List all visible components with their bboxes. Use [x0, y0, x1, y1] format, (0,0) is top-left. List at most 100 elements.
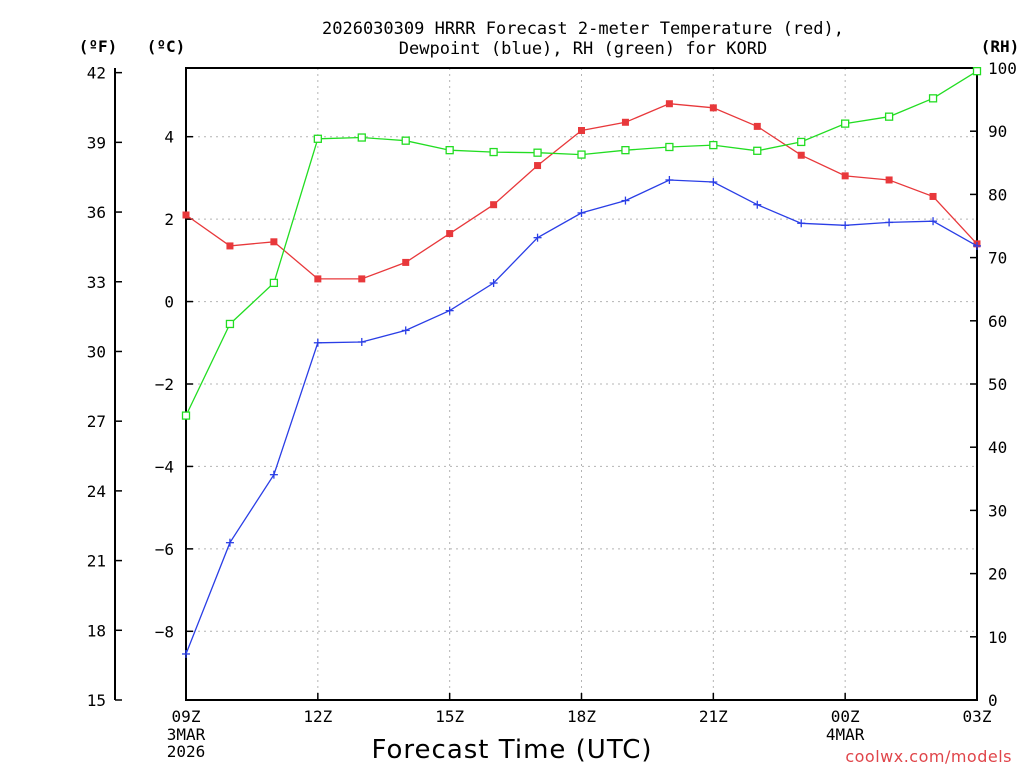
temperature-data-point: [797, 151, 805, 159]
dewpoint-data-point: [489, 279, 498, 288]
rh-data-point: [709, 140, 718, 150]
rh-data-point: [577, 150, 586, 159]
dewpoint-data-point: [357, 337, 366, 346]
x-tick-label: 00Z: [831, 707, 860, 726]
dewpoint-data-point: [929, 217, 938, 226]
x-date-label: 4MAR: [826, 725, 865, 744]
temperature-data-point: [226, 242, 234, 250]
dewpoint-data-point: [313, 338, 322, 347]
axes: 15182124273033363942−8−6−4−2024010203040…: [87, 59, 1017, 761]
dewpoint-data-point: [885, 218, 894, 227]
chart-title-line-1: 2026030309 HRRR Forecast 2-meter Tempera…: [322, 19, 844, 39]
fahrenheit-unit-label: (ºF): [79, 37, 118, 56]
temperature-data-point: [402, 258, 410, 266]
celsius-tick-label: 2: [164, 210, 174, 229]
x-tick-label: 21Z: [699, 707, 728, 726]
fahrenheit-tick-label: 30: [87, 342, 106, 361]
temperature-data-point: [753, 122, 761, 130]
fahrenheit-tick-label: 24: [87, 482, 106, 501]
dewpoint-data-point: [753, 200, 762, 209]
x-date-label: 2026: [167, 742, 206, 761]
rh-tick-label: 80: [988, 185, 1007, 204]
temperature-data-point: [270, 238, 278, 246]
rh-data-point: [313, 134, 322, 143]
rh-tick-label: 60: [988, 312, 1007, 331]
rh-data-point: [269, 278, 279, 288]
dewpoint-data-point: [621, 196, 630, 205]
dewpoint-data-point: [797, 219, 806, 228]
temperature-data-point: [709, 104, 717, 112]
dewpoint-data-point: [533, 233, 542, 242]
dewpoint-data-point: [269, 470, 278, 479]
x-date-label: 3MAR: [167, 725, 206, 744]
x-tick-label: 12Z: [303, 707, 332, 726]
rh-data-point: [665, 142, 674, 152]
temperature-data-point: [534, 162, 542, 170]
temperature-data-point: [446, 230, 454, 238]
temperature-data-point: [490, 201, 498, 209]
rh-tick-label: 40: [988, 438, 1007, 457]
rh-tick-label: 90: [988, 122, 1007, 141]
fahrenheit-tick-label: 15: [87, 691, 106, 710]
dewpoint-data-point: [665, 175, 674, 184]
temperature-data-point: [841, 172, 849, 180]
rh-data-point: [797, 137, 806, 147]
rh-data-point: [928, 94, 938, 103]
rh-tick-label: 100: [988, 59, 1017, 78]
dewpoint-data-point: [445, 306, 454, 315]
celsius-tick-label: −6: [155, 540, 174, 559]
x-tick-label: 03Z: [963, 707, 992, 726]
dewpoint-data-point: [401, 326, 410, 335]
dewpoint-data-point: [709, 178, 718, 187]
rh-data-point: [621, 146, 630, 155]
fahrenheit-tick-label: 39: [87, 133, 106, 152]
temperature-data-point: [578, 127, 585, 135]
temperature-data-point: [885, 176, 893, 184]
celsius-tick-label: 0: [164, 293, 174, 312]
temperature-data-point: [665, 100, 673, 108]
dewpoint-data-point: [577, 208, 586, 217]
rh-data-point: [972, 67, 982, 76]
x-axis-label: Forecast Time (UTC): [371, 735, 652, 765]
celsius-tick-label: −4: [155, 457, 174, 476]
fahrenheit-tick-label: 42: [87, 64, 106, 83]
dewpoint-data-point: [225, 538, 234, 547]
temperature-data-point: [929, 192, 937, 200]
rh-data-point: [533, 148, 542, 157]
rh-unit-label: (RH): [981, 37, 1020, 56]
celsius-unit-label: (ºC): [147, 37, 186, 56]
rh-data-point: [753, 146, 762, 155]
rh-tick-label: 50: [988, 375, 1007, 394]
fahrenheit-tick-label: 33: [87, 273, 106, 292]
fahrenheit-tick-label: 21: [87, 552, 106, 571]
celsius-tick-label: −8: [155, 622, 174, 641]
dewpoint-data-point: [841, 221, 850, 230]
rh-data-point: [884, 112, 894, 121]
temperature-data-point: [314, 275, 322, 283]
rh-tick-label: 30: [988, 501, 1007, 520]
chart-title-line-2: Dewpoint (blue), RH (green) for KORD: [399, 39, 767, 59]
temperature-data-point: [358, 275, 366, 283]
rh-tick-label: 0: [988, 691, 998, 710]
dewpoint-data-point: [182, 649, 190, 658]
x-tick-label: 15Z: [435, 707, 464, 726]
rh-tick-label: 70: [988, 249, 1007, 268]
x-tick-label: 09Z: [172, 707, 201, 726]
dewpoint-data-point: [973, 241, 981, 250]
temperature-data-point: [621, 118, 629, 126]
fahrenheit-tick-label: 18: [87, 621, 106, 640]
rh-data-point: [181, 411, 191, 420]
rh-data-point: [841, 119, 850, 128]
fahrenheit-tick-label: 36: [87, 203, 106, 222]
temperature-data-point: [182, 211, 190, 219]
fahrenheit-tick-label: 27: [87, 412, 106, 431]
celsius-tick-label: 4: [164, 128, 174, 147]
credit-text: coolwx.com/models: [845, 747, 1012, 766]
celsius-tick-label: −2: [155, 375, 174, 394]
rh-tick-label: 20: [988, 565, 1007, 584]
rh-data-point: [225, 319, 235, 329]
series-layer: [181, 67, 982, 658]
rh-data-point: [489, 147, 498, 157]
rh-data-point: [357, 133, 366, 142]
